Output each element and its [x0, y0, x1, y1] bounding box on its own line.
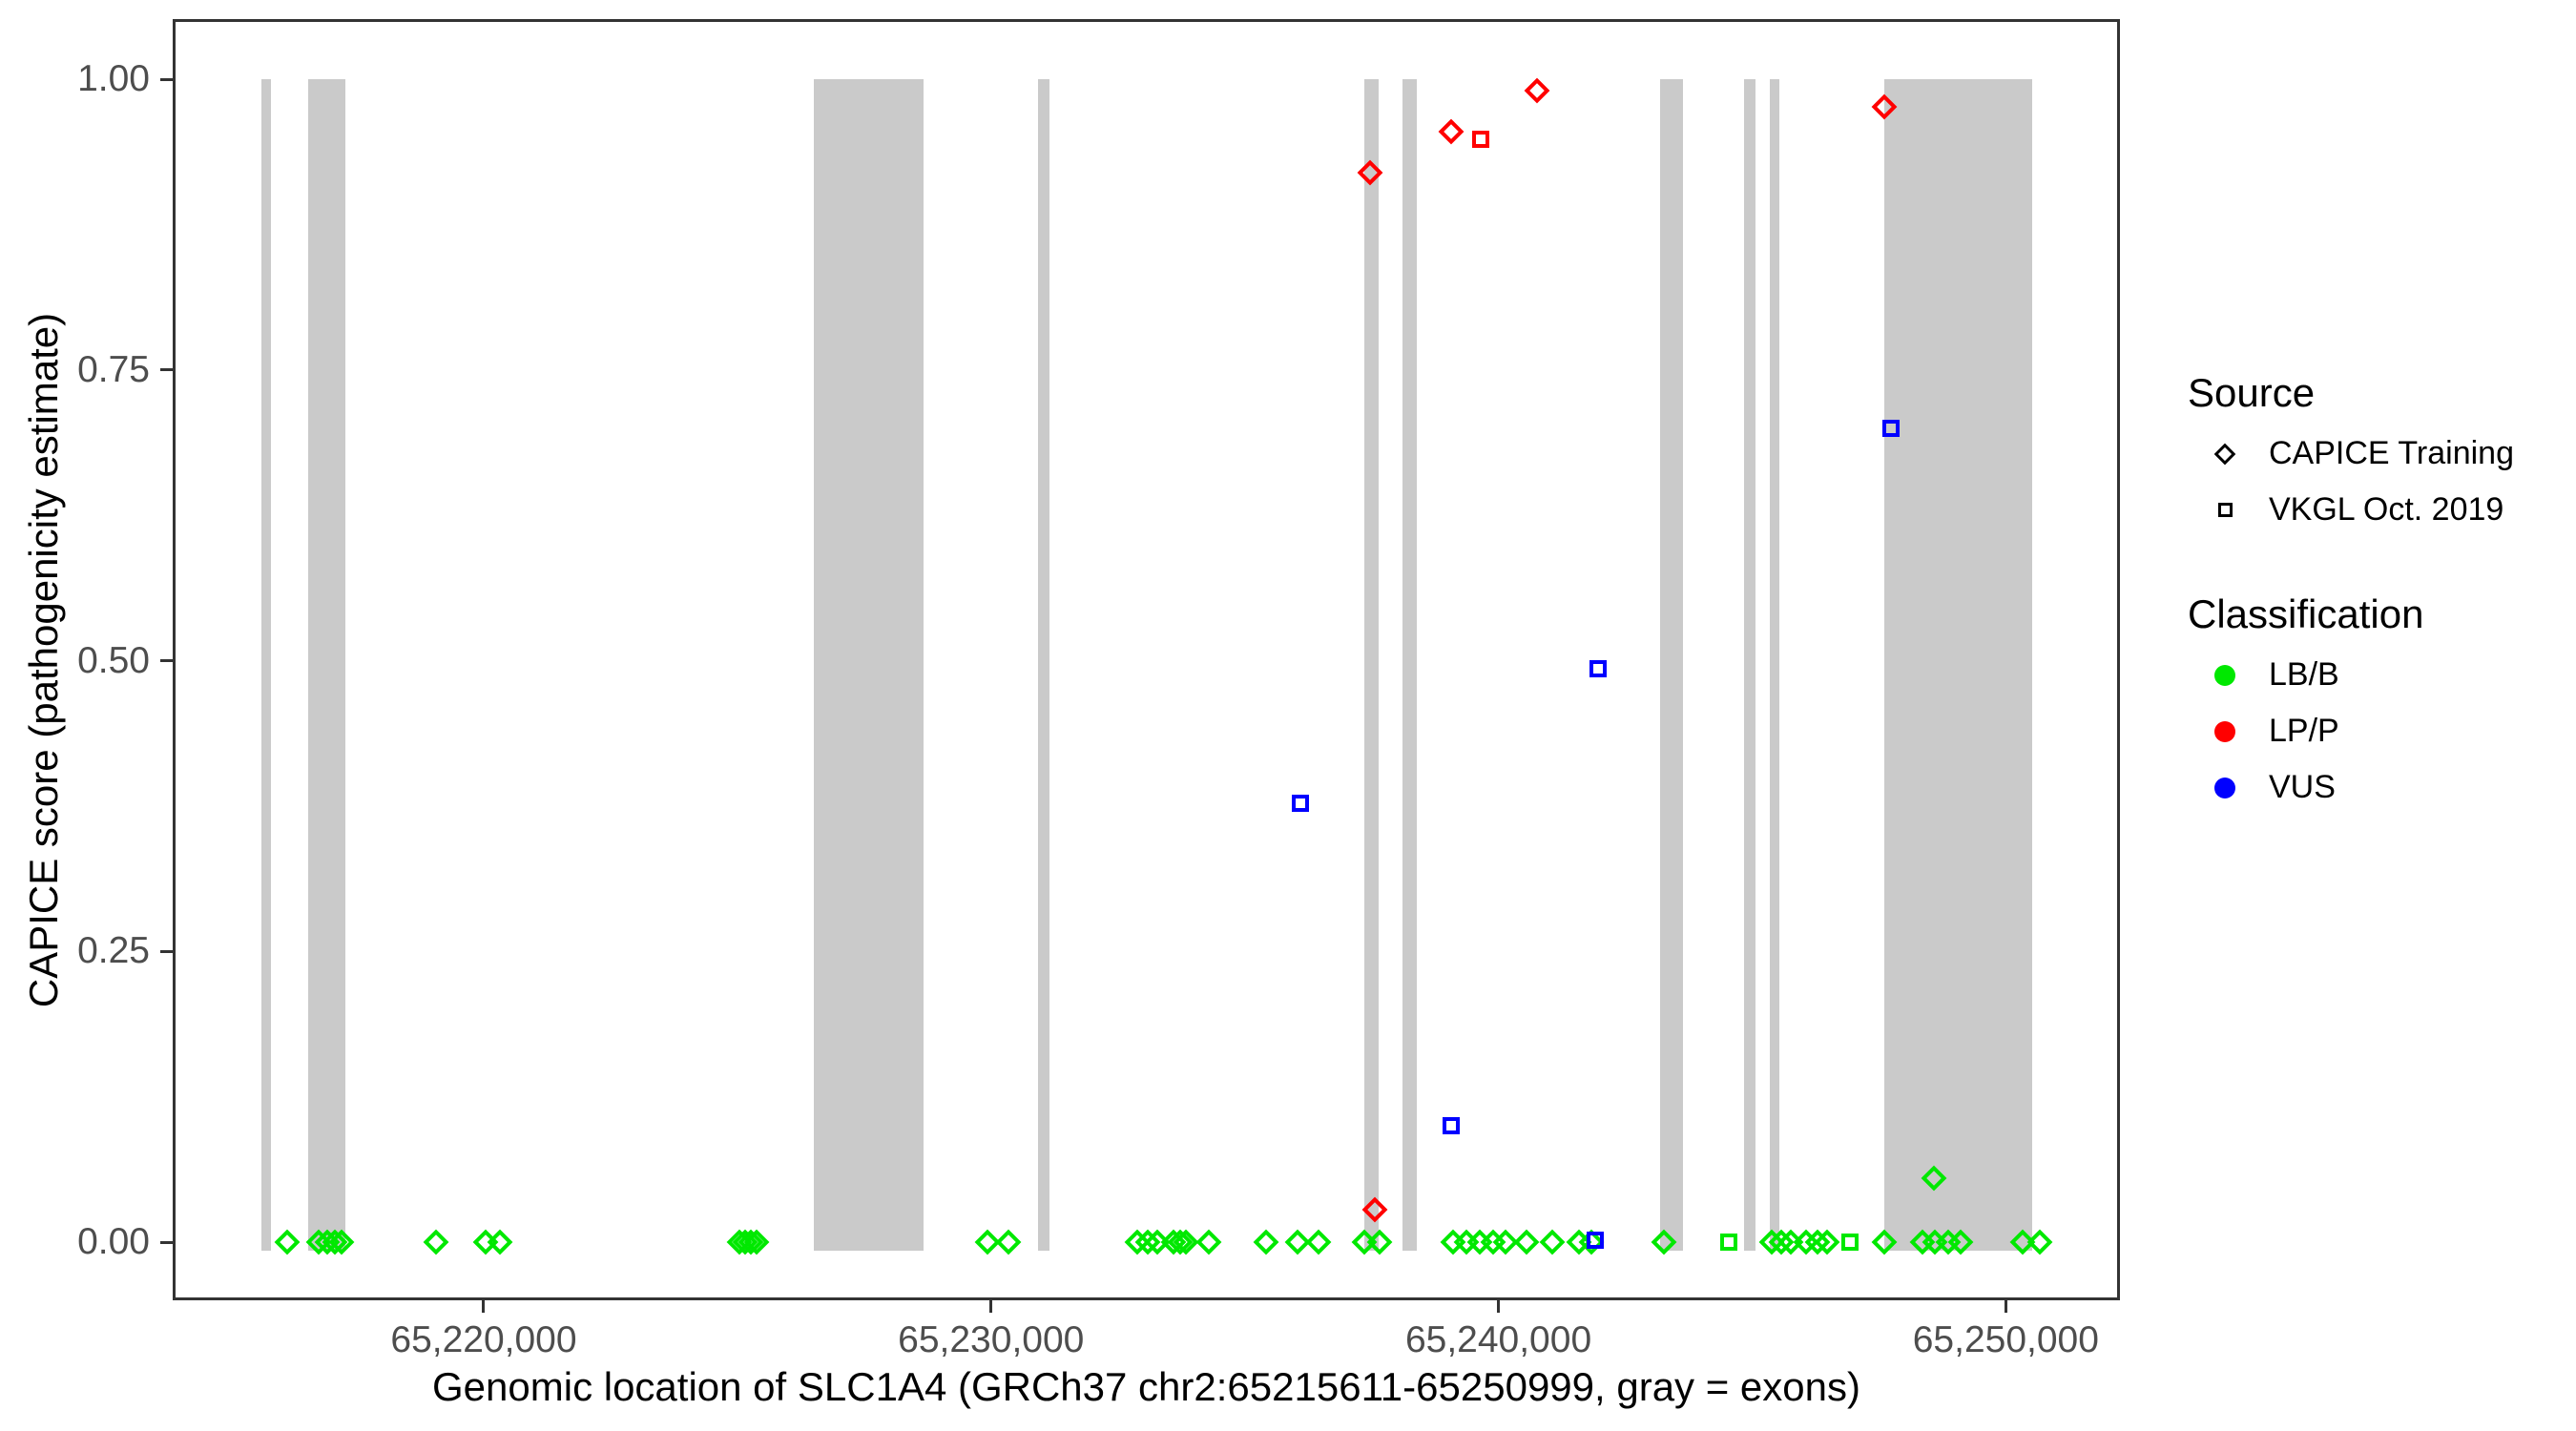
exon-band [1402, 79, 1417, 1251]
legend-source-title: Source [2188, 370, 2316, 415]
classification-dot-icon [2204, 777, 2246, 798]
data-point [1589, 660, 1608, 678]
legend-item-label: VKGL Oct. 2019 [2269, 491, 2504, 528]
y-axis-tick [160, 77, 173, 81]
data-point [1443, 1117, 1461, 1135]
x-axis-tick [482, 1300, 486, 1313]
exon-band [1364, 79, 1380, 1251]
classification-dot-icon [2204, 664, 2246, 686]
data-point [1292, 795, 1310, 813]
data-point [1471, 131, 1489, 149]
y-axis-tick [160, 949, 173, 953]
exon-band [1884, 79, 2032, 1251]
y-axis-tick-label: 0.25 [77, 930, 150, 972]
y-axis-tick-label: 0.00 [77, 1221, 150, 1263]
x-axis-tick [2004, 1300, 2007, 1313]
exon-band [307, 79, 346, 1251]
legend-classification-section: Classification LB/B LP/P VUS [2185, 591, 2423, 816]
y-axis-tick-label: 0.75 [77, 348, 150, 390]
plot-panel [173, 19, 2120, 1300]
y-axis-tick [160, 368, 173, 372]
square-marker-icon [2204, 503, 2246, 517]
x-axis-tick [989, 1300, 993, 1313]
exon-band [814, 79, 924, 1251]
y-axis-tick-label: 1.00 [77, 58, 150, 100]
y-axis-tick-label: 0.50 [77, 639, 150, 681]
diamond-marker-icon [2204, 443, 2246, 465]
exon-band [1743, 79, 1756, 1251]
legend-item: VKGL Oct. 2019 [2185, 482, 2514, 538]
legend-item-label: LB/B [2269, 656, 2339, 693]
legend-classification-title: Classification [2188, 591, 2424, 636]
exon-band [1660, 79, 1684, 1251]
x-axis-tick-label: 65,250,000 [1912, 1319, 2099, 1360]
x-axis-tick [1497, 1300, 1501, 1313]
exon-band [260, 79, 271, 1251]
x-axis-title: Genomic location of SLC1A4 (GRCh37 chr2:… [432, 1364, 1860, 1409]
legend-source-section: Source CAPICE Training VKGL Oct. 2019 [2185, 370, 2514, 538]
x-axis-tick-label: 65,220,000 [390, 1319, 577, 1360]
y-axis-tick [160, 1240, 173, 1244]
data-point [1841, 1234, 1859, 1252]
exon-band [1770, 79, 1780, 1251]
x-axis-tick-label: 65,240,000 [1404, 1319, 1592, 1360]
data-point [1719, 1234, 1737, 1252]
exon-band [1038, 79, 1049, 1251]
legend-item-label: VUS [2269, 769, 2336, 805]
legend-item-label: CAPICE Training [2269, 435, 2514, 471]
y-axis-tick [160, 659, 173, 663]
legend-item: LP/P [2185, 703, 2423, 759]
legend-item-label: LP/P [2269, 713, 2339, 749]
legend-item: VUS [2185, 759, 2423, 816]
data-point [1882, 419, 1901, 437]
legend-item: LB/B [2185, 647, 2423, 703]
legend-item: CAPICE Training [2185, 425, 2514, 482]
classification-dot-icon [2204, 720, 2246, 742]
x-axis-tick-label: 65,230,000 [898, 1319, 1085, 1360]
data-point [1587, 1231, 1605, 1249]
